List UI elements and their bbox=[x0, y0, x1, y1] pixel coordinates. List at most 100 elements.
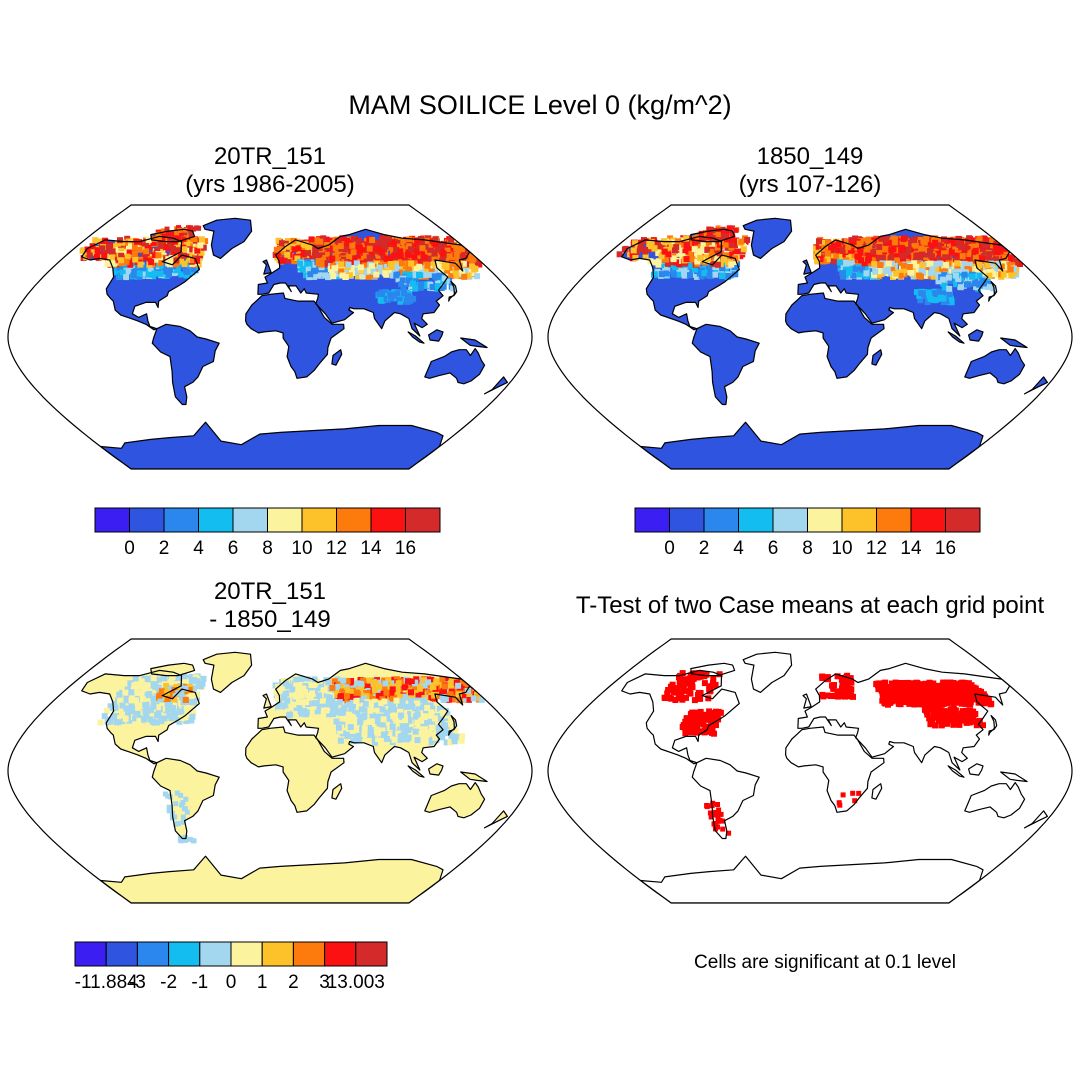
cell-europe-mid bbox=[311, 267, 318, 274]
cell-scandinavia bbox=[274, 251, 281, 258]
coastline-south-america bbox=[151, 757, 220, 840]
cell-siberia-diff bbox=[383, 689, 390, 696]
cell-na-diff bbox=[150, 675, 157, 682]
cell-siberia bbox=[861, 260, 868, 267]
cell-na-diff bbox=[150, 703, 157, 710]
cell-asia-diff bbox=[369, 712, 376, 719]
cell-manchuria bbox=[941, 284, 948, 291]
cell-scandinavia bbox=[294, 255, 301, 262]
cell-europe-diff bbox=[280, 712, 286, 719]
cell-na-diff bbox=[97, 719, 104, 726]
cell-na-diff bbox=[165, 706, 172, 713]
cell-siberia bbox=[463, 252, 470, 259]
cell-europe-mid bbox=[859, 266, 866, 273]
cell-siberia bbox=[431, 250, 438, 257]
cell-scandinavia bbox=[307, 244, 314, 251]
land-madagascar bbox=[331, 349, 342, 366]
cell-na-north bbox=[728, 241, 735, 248]
cell-na-north bbox=[184, 241, 191, 248]
cell-siberia-south bbox=[469, 263, 475, 270]
cell-na-diff bbox=[124, 686, 131, 693]
cell-siberia bbox=[448, 236, 454, 243]
cell-alaska bbox=[99, 245, 106, 252]
cell-hudson-diff bbox=[182, 696, 189, 703]
cell-asia-diff bbox=[393, 717, 400, 724]
cell-siberia-south bbox=[461, 273, 468, 280]
cell-siberia-south bbox=[945, 267, 952, 274]
cell-alaska bbox=[621, 246, 628, 253]
cell-siberia bbox=[866, 243, 873, 250]
cell-asia-diff bbox=[378, 731, 384, 738]
cell-siberia-diff bbox=[385, 677, 392, 683]
sig-cell-canada bbox=[687, 672, 694, 679]
cell-asia-diff bbox=[412, 707, 419, 713]
cell-na-north bbox=[104, 260, 111, 267]
cell-siberia-diff bbox=[401, 684, 408, 691]
cell-arctic-islands bbox=[726, 225, 732, 231]
cell-na-north bbox=[676, 250, 683, 257]
cell-na-mid bbox=[658, 271, 665, 278]
cell-manchuria bbox=[434, 283, 441, 290]
cell-siberia-diff bbox=[366, 677, 373, 684]
cell-siberia-diff bbox=[457, 697, 463, 704]
cell-na-mid bbox=[732, 270, 739, 277]
sig-cell-canada bbox=[680, 687, 687, 694]
cell-na-north bbox=[679, 253, 686, 260]
cell-arctic-islands bbox=[182, 230, 188, 236]
cell-siberia bbox=[953, 257, 959, 263]
cell-asia-diff bbox=[344, 731, 351, 738]
cell-na-north bbox=[109, 260, 116, 267]
land-greenland bbox=[743, 218, 792, 259]
cell-tibet bbox=[403, 297, 410, 304]
cell-na-north bbox=[157, 260, 164, 267]
cell-siberia bbox=[438, 241, 445, 248]
coastline-greenland bbox=[202, 651, 253, 693]
map-panel-top-left bbox=[7, 204, 533, 470]
cell-manchuria bbox=[957, 284, 964, 291]
cell-siberia bbox=[879, 254, 886, 261]
cell-asia-diff bbox=[390, 701, 396, 708]
cell-asia-diff bbox=[345, 711, 352, 718]
cell-siberia bbox=[898, 244, 905, 251]
cell-tibet bbox=[931, 290, 938, 297]
cell-siberia bbox=[357, 260, 364, 267]
cell-na-north bbox=[197, 242, 204, 249]
cell-na-north bbox=[734, 248, 740, 255]
map-panel-top-right bbox=[547, 204, 1073, 470]
cell-siberia-south bbox=[389, 272, 396, 279]
cell-siberia-south bbox=[435, 263, 442, 270]
coastline-africa bbox=[245, 726, 345, 813]
cell-manchuria bbox=[935, 278, 942, 285]
cell-asia-diff bbox=[438, 716, 445, 723]
cell-siberia bbox=[418, 248, 425, 255]
cell-na-diff bbox=[136, 683, 143, 690]
cell-na-diff bbox=[123, 705, 130, 712]
cell-europe-mid bbox=[840, 262, 847, 269]
cell-na-diff bbox=[164, 719, 171, 726]
cell-europe-mid bbox=[299, 266, 306, 273]
cell-asia-diff bbox=[356, 736, 363, 743]
cell-siberia-diff bbox=[340, 685, 347, 692]
cell-scandinavia bbox=[279, 249, 285, 256]
cell-siberia bbox=[904, 249, 911, 256]
cell-siberia-diff bbox=[340, 677, 347, 684]
sig-cell-canada bbox=[681, 679, 687, 686]
cell-siberia bbox=[379, 248, 386, 255]
cell-na-north bbox=[673, 244, 680, 251]
cell-siberia-diff bbox=[415, 693, 422, 699]
cell-europe-diff bbox=[296, 705, 303, 712]
cell-siberia bbox=[394, 240, 401, 246]
sig-cell-canada bbox=[701, 673, 708, 680]
cell-na-diff bbox=[199, 680, 206, 687]
cell-asia-diff bbox=[347, 724, 354, 731]
panel-title-bottom-left: 20TR_151 - 1850_149 bbox=[80, 578, 460, 634]
cell-europe-diff bbox=[288, 701, 295, 708]
cell-na-diff bbox=[173, 680, 180, 687]
cell-siberia bbox=[914, 254, 921, 260]
cell-siberia bbox=[942, 254, 949, 261]
cell-arctic-islands bbox=[188, 230, 194, 236]
cell-na-diff bbox=[116, 691, 123, 698]
panel-title-line1: 20TR_151 bbox=[213, 578, 327, 605]
cell-na-north bbox=[148, 259, 155, 266]
cell-siberia-south bbox=[386, 267, 392, 274]
